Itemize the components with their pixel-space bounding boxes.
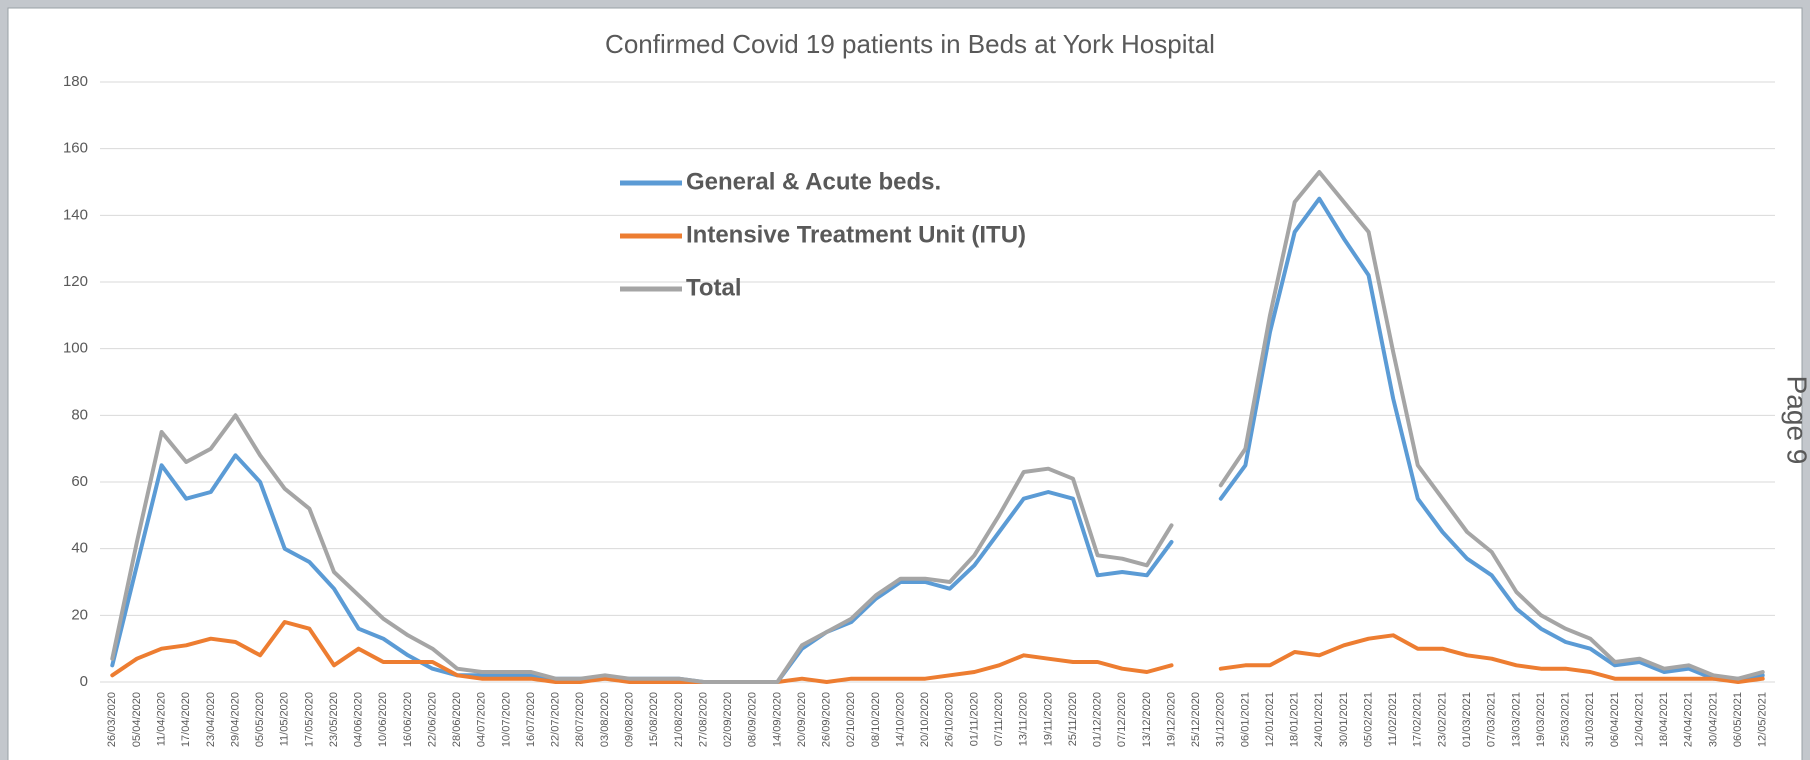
y-tick-label: 20 <box>71 606 88 623</box>
x-tick-label: 18/01/2021 <box>1289 692 1301 747</box>
x-tick-label: 25/12/2020 <box>1190 692 1202 747</box>
x-tick-label: 06/05/2021 <box>1732 692 1744 747</box>
x-tick-label: 14/10/2020 <box>894 692 906 747</box>
legend-label: General & Acute beds. <box>686 168 941 195</box>
x-tick-label: 11/05/2020 <box>279 692 291 746</box>
x-tick-label: 01/12/2020 <box>1092 692 1104 747</box>
y-tick-label: 0 <box>80 673 88 690</box>
x-tick-label: 04/07/2020 <box>476 692 488 747</box>
x-tick-label: 07/12/2020 <box>1116 692 1128 747</box>
x-tick-label: 29/04/2020 <box>229 692 241 747</box>
y-tick-label: 180 <box>63 73 88 90</box>
x-tick-label: 07/11/2020 <box>993 692 1005 746</box>
x-tick-label: 23/02/2021 <box>1436 692 1448 747</box>
x-tick-label: 17/04/2020 <box>180 692 192 747</box>
x-tick-label: 04/06/2020 <box>353 692 365 747</box>
x-tick-label: 18/04/2021 <box>1658 692 1670 747</box>
legend-label: Total <box>686 274 742 301</box>
y-tick-label: 80 <box>71 406 88 423</box>
x-tick-label: 12/05/2021 <box>1757 692 1769 747</box>
x-tick-label: 21/08/2020 <box>673 692 685 747</box>
x-tick-label: 31/03/2021 <box>1584 692 1596 747</box>
x-tick-label: 19/12/2020 <box>1165 692 1177 747</box>
x-tick-label: 07/03/2021 <box>1486 692 1498 747</box>
page-label: Page 9 <box>1782 376 1810 465</box>
x-tick-label: 11/02/2021 <box>1387 692 1399 746</box>
x-tick-label: 30/01/2021 <box>1338 692 1350 747</box>
y-tick-label: 40 <box>71 540 88 557</box>
x-tick-label: 13/11/2020 <box>1018 692 1030 746</box>
x-tick-label: 05/05/2020 <box>254 692 266 747</box>
x-tick-label: 25/03/2021 <box>1560 692 1572 747</box>
y-tick-label: 140 <box>63 206 88 223</box>
x-tick-label: 26/10/2020 <box>944 692 956 747</box>
y-tick-label: 100 <box>63 340 88 357</box>
x-tick-label: 23/04/2020 <box>205 692 217 747</box>
x-tick-label: 19/03/2021 <box>1535 692 1547 747</box>
x-tick-label: 30/04/2021 <box>1707 692 1719 747</box>
x-tick-label: 09/08/2020 <box>624 692 636 747</box>
x-tick-label: 03/08/2020 <box>599 692 611 747</box>
x-tick-label: 20/09/2020 <box>796 692 808 747</box>
x-tick-label: 11/04/2020 <box>155 692 167 746</box>
x-tick-label: 19/11/2020 <box>1042 692 1054 746</box>
x-tick-label: 10/07/2020 <box>500 692 512 747</box>
x-tick-label: 28/07/2020 <box>574 692 586 747</box>
x-tick-label: 27/08/2020 <box>697 692 709 747</box>
x-tick-label: 10/06/2020 <box>377 692 389 747</box>
y-tick-label: 120 <box>63 273 88 290</box>
x-tick-label: 05/02/2021 <box>1362 692 1374 747</box>
x-tick-label: 16/07/2020 <box>525 692 537 747</box>
x-tick-label: 14/09/2020 <box>771 692 783 747</box>
x-tick-label: 15/08/2020 <box>648 692 660 747</box>
x-tick-label: 22/07/2020 <box>550 692 562 747</box>
chart-title: Confirmed Covid 19 patients in Beds at Y… <box>605 29 1215 59</box>
x-tick-label: 01/03/2021 <box>1461 692 1473 747</box>
x-tick-label: 17/05/2020 <box>303 692 315 747</box>
x-tick-label: 06/01/2021 <box>1239 692 1251 747</box>
x-tick-label: 20/10/2020 <box>919 692 931 747</box>
series-line <box>110 170 1765 684</box>
x-tick-label: 26/09/2020 <box>821 692 833 747</box>
x-tick-label: 28/06/2020 <box>451 692 463 747</box>
x-tick-label: 17/02/2021 <box>1412 692 1424 747</box>
series-line <box>110 620 1765 684</box>
legend-label: Intensive Treatment Unit (ITU) <box>686 221 1026 248</box>
x-tick-label: 12/04/2021 <box>1633 692 1645 747</box>
x-tick-label: 16/06/2020 <box>402 692 414 747</box>
y-tick-label: 160 <box>63 140 88 157</box>
x-tick-label: 01/11/2020 <box>968 692 980 746</box>
x-tick-label: 05/04/2020 <box>131 692 143 747</box>
y-tick-label: 60 <box>71 473 88 490</box>
x-tick-label: 08/09/2020 <box>747 692 759 747</box>
x-tick-label: 26/03/2020 <box>106 692 118 747</box>
x-tick-label: 13/12/2020 <box>1141 692 1153 747</box>
x-tick-label: 06/04/2021 <box>1609 692 1621 747</box>
x-tick-label: 23/05/2020 <box>328 692 340 747</box>
x-tick-label: 02/10/2020 <box>845 692 857 747</box>
x-tick-label: 13/03/2021 <box>1510 692 1522 747</box>
x-tick-label: 02/09/2020 <box>722 692 734 747</box>
x-tick-label: 22/06/2020 <box>426 692 438 747</box>
x-tick-label: 24/01/2021 <box>1313 692 1325 747</box>
chart-area <box>7 7 1803 760</box>
x-tick-label: 08/10/2020 <box>870 692 882 747</box>
x-tick-label: 24/04/2021 <box>1683 692 1695 747</box>
x-tick-label: 12/01/2021 <box>1264 692 1276 747</box>
x-tick-label: 25/11/2020 <box>1067 692 1079 746</box>
x-tick-label: 31/12/2020 <box>1215 692 1227 747</box>
